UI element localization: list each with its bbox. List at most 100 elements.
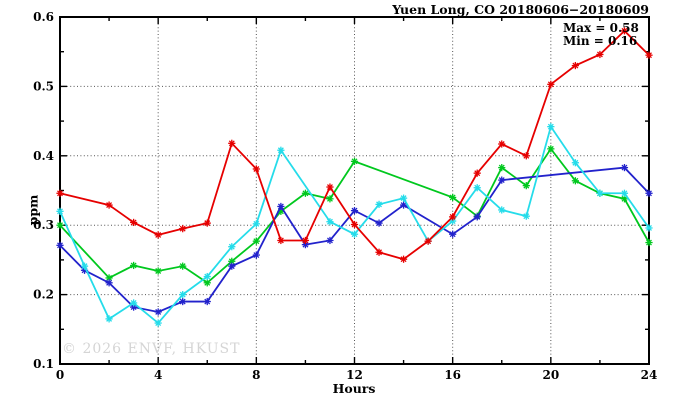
red-series-marker [277,236,285,245]
cyan-series-marker [498,206,506,214]
blue-series-marker [498,176,506,184]
red-series-marker [375,248,383,256]
red-series-line [59,29,650,261]
y-tick-label: 0.3 [33,218,54,232]
green-series-marker [645,238,653,247]
blue-series-marker [203,297,211,306]
blue-series-marker [350,207,359,215]
cyan-series-marker [596,189,604,197]
red-series-marker [620,27,629,35]
blue-series-marker [375,219,383,227]
tick-labels: 0.1 0.2 0.3 0.4 0.5 0.6 0 4 8 12 16 20 24 [33,10,657,382]
red-series-marker [301,236,310,245]
blue-series-marker [620,163,629,172]
annotation-min: Min = 0.16 [563,34,638,48]
red-series-marker [424,237,432,245]
green-series-marker [252,237,260,245]
red-series-marker [228,139,236,147]
red-series-marker [449,213,457,221]
green-series-marker [56,221,64,229]
red-series-marker [645,51,653,59]
cyan-series-marker [56,207,64,215]
red-series-marker [105,201,113,209]
watermark: © 2026 ENVF, HKUST [62,341,241,357]
red-series-marker [154,231,162,239]
cyan-series-marker [620,189,629,197]
red-series-marker [399,255,408,263]
green-series-marker [179,262,187,270]
blue-series-marker [252,251,260,259]
green-series-marker [350,157,359,165]
red-series-marker [522,152,530,160]
blue-series-marker [105,279,113,287]
cyan-series-marker [252,220,260,228]
chart-title: Yuen Long, CO 20180606−20180609 [392,2,649,17]
axis-ticks [59,16,650,365]
y-tick-label: 0.1 [33,357,54,371]
cyan-series-marker [80,262,89,270]
x-tick-label: 4 [154,368,162,382]
blue-series-marker [326,236,334,245]
green-series-marker [522,182,530,190]
x-axis-label: Hours [332,381,376,396]
y-axis-label: ppm [25,194,41,226]
red-series-marker [326,183,334,191]
blue-series-marker [228,262,236,270]
cyan-series-marker [571,159,579,167]
cyan-series-marker [350,230,359,238]
cyan-series-marker [547,123,555,131]
red-series-marker [596,50,604,59]
green-series-marker [326,195,334,203]
blue-series-marker [449,230,457,238]
blue-series-marker [277,202,285,211]
x-tick-label: 8 [252,368,260,382]
cyan-series-line [59,124,650,325]
y-tick-label: 0.5 [33,79,54,93]
x-tick-label: 0 [56,368,64,382]
red-series-marker [252,165,260,173]
cyan-series-marker [375,200,383,208]
blue-series-marker [645,189,653,197]
red-series [56,27,653,263]
cyan-series-marker [228,243,236,251]
green-series-marker [105,274,113,282]
green-series-marker [154,267,162,275]
y-tick-label: 0.4 [33,149,54,163]
x-tick-label: 12 [346,368,363,382]
blue-series-marker [399,201,408,209]
cyan-series-marker [154,319,162,327]
y-tick-label: 0.6 [33,10,54,24]
blue-series [56,163,653,316]
cyan-series-marker [522,212,530,220]
x-tick-label: 20 [542,368,559,382]
cyan-series-marker [130,299,138,307]
blue-series-marker [179,297,187,306]
blue-series-marker [154,308,162,316]
x-tick-label: 16 [444,368,461,382]
red-series-marker [179,225,187,233]
red-series-marker [203,219,211,227]
annotation-max: Max = 0.58 [563,21,639,35]
green-series-marker [498,163,506,172]
blue-series-marker [56,241,64,249]
blue-series-marker [473,213,481,221]
red-series-marker [350,220,359,229]
cyan-series [56,123,653,327]
green-series-marker [301,189,310,197]
red-series-marker [473,169,481,177]
y-tick-label: 0.2 [33,288,54,302]
red-series-marker [547,80,555,88]
cyan-series-marker [179,291,187,299]
cyan-series-marker [399,194,408,202]
cyan-series-marker [105,315,113,323]
red-series-marker [56,189,64,197]
blue-series-line [59,166,650,313]
green-series-marker [130,261,138,270]
x-tick-label: 24 [641,368,658,382]
cyan-series-marker [277,146,285,154]
gridlines [60,17,649,364]
green-series-marker [571,177,579,185]
red-series-marker [130,218,138,227]
